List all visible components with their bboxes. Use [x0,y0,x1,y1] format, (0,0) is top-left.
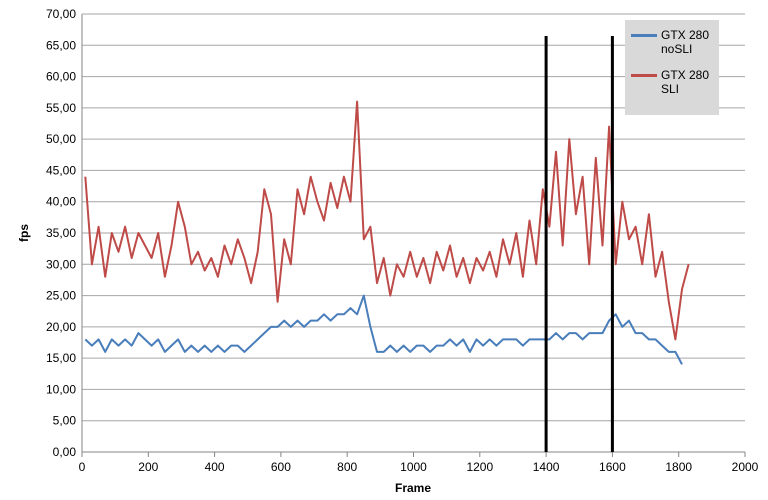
y-tick-label: 55,00 [46,101,76,115]
y-tick-label: 25,00 [46,289,76,303]
y-tick-label: 45,00 [46,163,76,177]
y-tick-label: 0,00 [53,445,77,459]
legend-label: GTX 280 SLI [661,68,710,96]
x-tick-label: 800 [337,460,357,474]
x-tick-label: 0 [79,460,86,474]
y-tick-label: 70,00 [46,7,76,21]
y-tick-label: 35,00 [46,226,76,240]
legend-swatch [631,74,657,77]
legend-item: GTX 280 SLI [631,68,713,96]
legend: GTX 280 noSLI GTX 280 SLI [625,20,719,115]
legend-swatch [631,34,657,37]
x-tick-label: 1600 [599,460,626,474]
y-tick-label: 65,00 [46,38,76,52]
x-tick-label: 200 [138,460,158,474]
y-tick-label: 15,00 [46,351,76,365]
x-tick-label: 1000 [400,460,427,474]
y-tick-label: 5,00 [53,414,77,428]
x-tick-label: 1200 [466,460,493,474]
x-tick-label: 1800 [665,460,692,474]
y-tick-label: 20,00 [46,320,76,334]
series-line [84,100,690,341]
x-tick-label: 600 [271,460,291,474]
legend-label: GTX 280 noSLI [661,28,710,56]
x-tick-label: 1400 [533,460,560,474]
x-axis-label: Frame [395,481,431,495]
legend-item: GTX 280 noSLI [631,28,713,56]
y-tick-label: 30,00 [46,257,76,271]
y-tick-label: 60,00 [46,70,76,84]
x-tick-label: 2000 [732,460,759,474]
y-axis-label: fps [17,224,31,242]
y-tick-label: 50,00 [46,132,76,146]
x-tick-label: 400 [205,460,225,474]
y-tick-label: 10,00 [46,382,76,396]
series-line [84,294,683,365]
y-tick-label: 40,00 [46,195,76,209]
